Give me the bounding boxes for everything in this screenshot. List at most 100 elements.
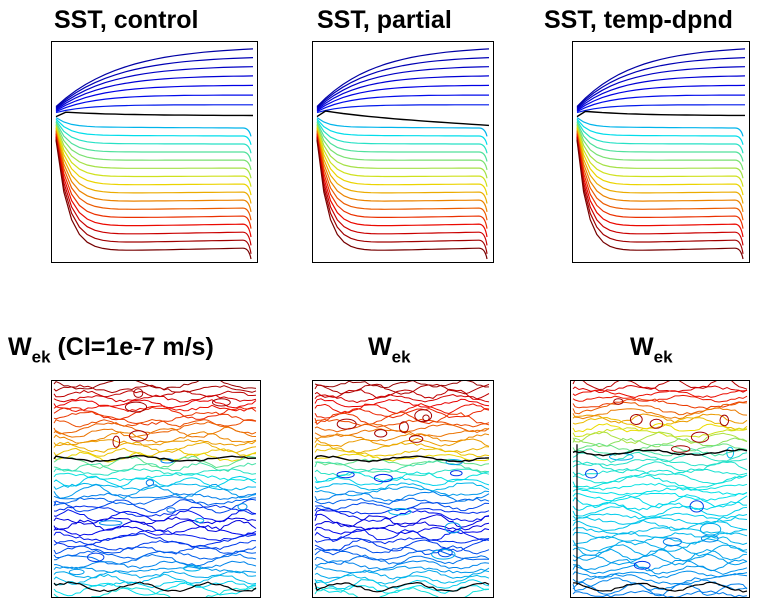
isotherm [576, 118, 744, 145]
ekman-contour [314, 393, 490, 404]
ekman-contour [572, 535, 748, 546]
isotherm [55, 123, 252, 171]
ekman-contour [53, 404, 257, 413]
isotherm [316, 57, 490, 109]
ekman-contour [572, 413, 748, 424]
ekman-contour [53, 384, 257, 394]
ekman-contour [53, 455, 257, 470]
ekman-contour [314, 560, 490, 570]
ekman-contour [314, 536, 490, 545]
ekman-contour [53, 545, 257, 555]
zero-contour-bottom [53, 581, 257, 593]
isotherm [316, 84, 490, 112]
ekman-contour [314, 471, 490, 483]
ekman-contour [573, 482, 748, 491]
ekman-contour [314, 381, 490, 389]
eddy-contour [444, 522, 462, 534]
ekman-contour [314, 476, 490, 487]
ekman-contour [53, 570, 257, 579]
ekman-contour [572, 564, 748, 575]
isotherm [55, 126, 252, 187]
ekman-contour [314, 574, 490, 585]
isotherm [576, 117, 744, 137]
ekman-contour [53, 418, 257, 428]
ekman-contour [53, 573, 257, 585]
title-main: W [368, 333, 392, 361]
ekman-contour [53, 529, 257, 542]
eddy-contour [445, 459, 463, 466]
ekman-contour [314, 538, 490, 552]
eddy-contour [422, 414, 430, 422]
isotherm [316, 132, 488, 221]
isotherm [55, 84, 254, 112]
ekman-contour [572, 492, 748, 502]
ekman-contour [572, 590, 748, 597]
panel-title-sst-control: SST, control [54, 6, 199, 34]
ekman-contour [314, 548, 490, 561]
isotherm [576, 138, 744, 254]
isotherm [576, 126, 744, 187]
eddy-contour [128, 430, 148, 442]
ekman-contour [572, 548, 748, 562]
isotherm [576, 120, 744, 154]
isotherm [316, 118, 488, 145]
eddy-contour [373, 473, 393, 483]
isotherm [576, 137, 744, 246]
ekman-contour [53, 492, 257, 501]
ekman-contour [572, 398, 748, 410]
eddy-contour [431, 549, 456, 560]
ekman-contour [572, 416, 748, 430]
ekman-contour [53, 381, 257, 390]
isotherm [316, 135, 488, 238]
ekman-contour [572, 461, 748, 474]
eddy-contour [700, 522, 722, 536]
isotherm [316, 137, 488, 246]
ekman-contour [53, 483, 257, 500]
ekman-contour [53, 439, 257, 447]
ekman-contour [572, 538, 748, 552]
ekman-contour [54, 553, 257, 567]
ekman-contour [53, 431, 257, 444]
eddy-contour [726, 446, 735, 459]
ekman-contour [572, 384, 748, 394]
ekman-contour [53, 524, 257, 537]
isotherm [55, 75, 254, 111]
isotherm [55, 120, 252, 154]
ekman-contour [53, 447, 257, 457]
isotherm [316, 129, 488, 204]
isotherm [576, 84, 746, 112]
isotherm [316, 140, 488, 260]
ekman-contour [572, 526, 748, 535]
isotherm [55, 132, 252, 221]
ekman-contour [53, 519, 257, 533]
isotherm [576, 66, 746, 110]
ekman-contour [314, 509, 490, 522]
ekman-contour [314, 447, 490, 458]
isotherm [316, 127, 488, 196]
ekman-contour [53, 581, 257, 597]
isotherm [576, 124, 744, 179]
ekman-contour [572, 512, 748, 520]
eddy-contour [613, 398, 624, 405]
eddy-contour [112, 435, 121, 448]
eddy-contour [585, 468, 598, 479]
isotherm [316, 121, 488, 162]
title-main: W [8, 333, 32, 361]
ekman-contour [314, 383, 490, 395]
isotherm [576, 135, 744, 238]
isotherm [316, 133, 488, 229]
isotherm [316, 117, 488, 137]
ekman-contour [572, 394, 748, 403]
ekman-contour [314, 482, 490, 492]
ekman-contour [314, 565, 490, 574]
contour-svg [55, 48, 254, 260]
contour-svg [572, 381, 748, 597]
isotherm [576, 132, 744, 221]
isotherm [576, 127, 744, 196]
ekman-contour [572, 422, 748, 433]
zero-contour [572, 448, 748, 457]
isotherm [316, 130, 488, 213]
isotherm [55, 117, 252, 137]
ekman-contour [53, 549, 257, 560]
eddy-contour [649, 418, 664, 429]
